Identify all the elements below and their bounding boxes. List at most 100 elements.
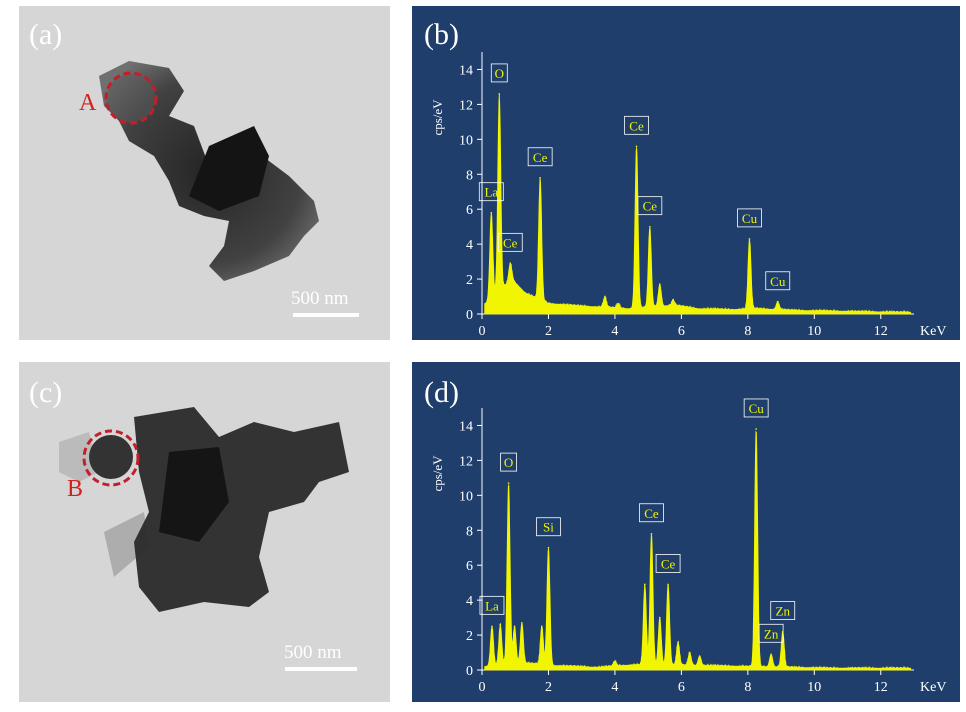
peak-point-d [698,655,701,657]
peak-label-d: La [479,595,505,615]
svg-text:Ce: Ce [533,150,548,165]
x-axis-label-b: KeV [920,324,946,339]
peak-point-b [539,176,541,179]
y-tick-label-d: 6 [466,559,473,574]
tem-image-c: (c) B 500 nm [19,362,390,702]
peak-point-d [541,625,543,628]
x-tick-label-d: 4 [611,680,618,695]
peak-label-b: Cu [737,208,762,228]
svg-text:Ce: Ce [661,556,676,571]
peak-label-b: Cu [765,271,791,291]
eds-plot-d: 0 2 4 6 8 10 12 0 2 4 6 8 10 12 14 KeV cps/eV La O Si Ce Ce Cu… [430,398,946,695]
peak-point-d [770,653,772,656]
x-tick-label-d: 0 [479,680,486,695]
peak-point-d [499,623,502,626]
peak-point-b [635,145,638,148]
peak-point-d [507,482,510,484]
peak-point-d [614,660,616,663]
svg-text:Zn: Zn [776,604,791,619]
svg-text:Si: Si [543,520,554,535]
svg-text:Cu: Cu [742,211,758,226]
y-tick-label-d: 14 [459,419,473,434]
x-tick-label-d: 8 [744,680,751,695]
y-tick-label-d: 8 [466,524,473,539]
peak-point-d [688,651,691,654]
scale-bar-label-a: 500 nm [291,288,349,309]
x-tick-label-b: 6 [678,324,685,339]
y-tick-label-d: 0 [466,664,473,679]
x-tick-label-b: 8 [744,324,751,339]
y-tick-label-b: 2 [466,273,473,288]
y-axis-label-b: cps/eV [430,99,445,136]
x-tick-label-d: 10 [807,680,821,695]
peak-point-d [547,546,550,549]
y-tick-label-b: 0 [466,308,473,323]
region-label-a: A [79,90,97,116]
tem-particle-c [59,407,349,612]
peak-label-d: Zn [758,623,784,643]
peak-point-b [617,302,620,305]
panel-label-c: (c) [29,376,63,409]
x-tick-label-b: 0 [479,324,486,339]
x-tick-label-b: 12 [874,324,888,339]
peak-label-d: O [500,452,517,472]
region-circle-a [104,71,158,125]
spectrum-series-b [484,93,912,315]
svg-text:Ce: Ce [643,199,658,214]
peak-point-d [644,583,646,586]
y-tick-label-b: 4 [466,238,473,253]
peak-label-d: Si [536,517,561,537]
peak-label-b: O [490,63,508,83]
peak-point-b [604,295,606,298]
eds-plot-b: 0 2 4 6 8 10 12 0 2 4 6 8 10 12 14 KeV cps/eV La O Ce Ce Ce Ce… [430,52,946,339]
peak-point-d [513,625,516,628]
peak-label-d: Ce [655,554,681,573]
y-tick-label-b: 10 [459,133,473,148]
svg-text:Ce: Ce [644,506,659,521]
svg-text:La: La [484,185,498,200]
peak-point-d [755,428,757,430]
peak-point-d [781,630,784,633]
x-tick-label-b: 10 [807,324,821,339]
svg-text:La: La [485,598,499,613]
y-tick-label-b: 8 [466,168,473,183]
x-tick-label-d: 12 [874,680,888,695]
peak-point-b [490,211,493,214]
panel-label-d: (d) [424,376,459,409]
svg-text:O: O [495,66,504,81]
svg-text:Zn: Zn [764,626,779,641]
peak-point-b [748,238,751,240]
peak-point-d [521,622,523,624]
peak-point-d [667,583,669,586]
peak-point-b [776,300,779,303]
peak-label-b: Ce [637,196,663,216]
svg-text:Ce: Ce [629,118,644,133]
y-tick-label-b: 12 [459,98,473,113]
y-axis-label-d: cps/eV [430,455,445,492]
scale-bar-label-c: 500 nm [284,642,342,663]
peak-point-b [498,93,501,95]
svg-text:O: O [504,455,513,470]
tem-particle-a [99,61,319,281]
spectrum-series-d [484,430,912,671]
peak-point-b [672,299,674,301]
peak-label-b: Ce [527,147,553,167]
y-tick-label-d: 4 [466,594,473,609]
svg-text:Cu: Cu [749,401,765,416]
x-tick-label-b: 4 [611,324,618,339]
y-tick-label-b: 6 [466,203,473,218]
x-tick-label-d: 6 [678,680,685,695]
x-tick-label-d: 2 [545,680,552,695]
panel-label-b: (b) [424,18,459,51]
svg-text:Cu: Cu [770,274,786,289]
y-tick-label-d: 10 [459,489,473,504]
peak-point-b [658,283,661,286]
peak-point-d [650,532,653,535]
x-tick-label-b: 2 [545,324,552,339]
peak-point-d [491,625,493,628]
peak-point-d [677,641,679,643]
region-label-c: B [67,476,84,502]
peak-label-d: Ce [639,503,664,523]
eds-spectrum-b: 0 2 4 6 8 10 12 0 2 4 6 8 10 12 14 KeV cps/eV La O Ce Ce Ce Ce… [412,6,960,340]
y-tick-label-d: 2 [466,629,473,644]
